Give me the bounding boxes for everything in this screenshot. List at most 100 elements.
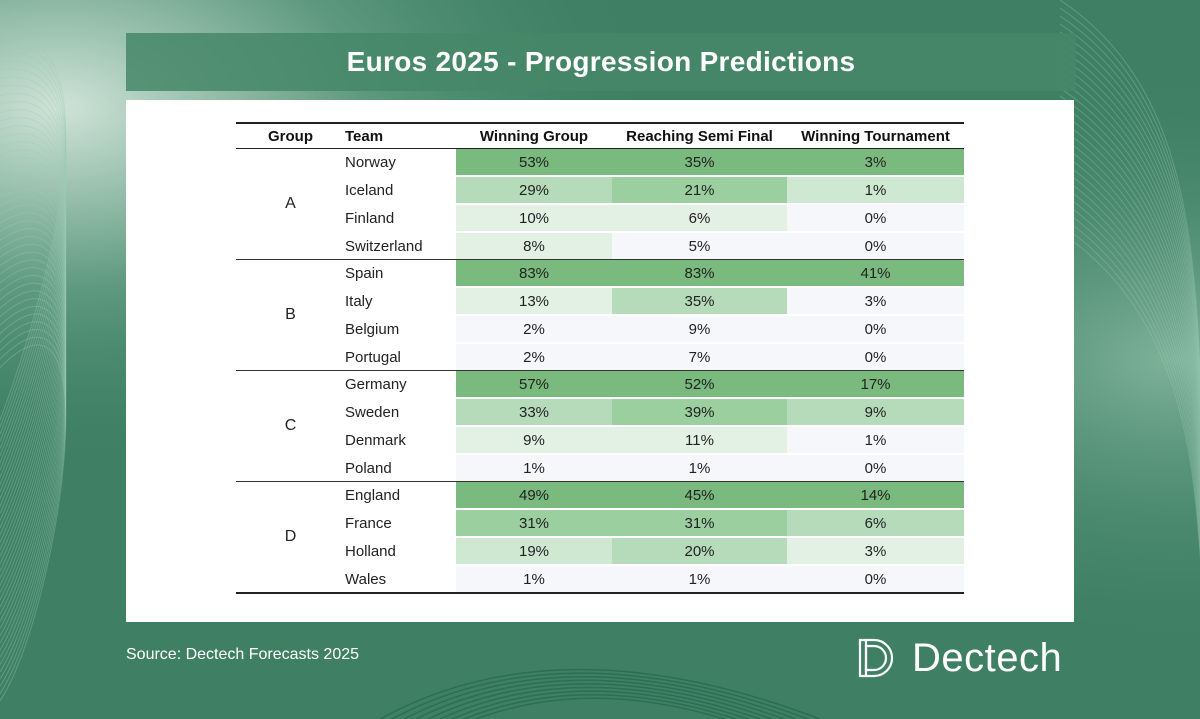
wave-line xyxy=(1059,7,1200,381)
wave-line xyxy=(1059,119,1200,471)
cell-winning-group: 10% xyxy=(456,204,612,233)
column-header-winning-group: Winning Group xyxy=(456,122,612,149)
team-name: Germany xyxy=(345,370,456,399)
table-row: Iceland 29% 21% 1% xyxy=(236,176,964,205)
table-row: Holland 19% 20% 3% xyxy=(236,537,964,566)
cell-semi-final: 11% xyxy=(612,426,787,455)
wave-line xyxy=(0,117,67,493)
wave-line xyxy=(1059,207,1200,541)
wave-line xyxy=(0,85,67,464)
wave-line xyxy=(0,298,67,658)
wave-line xyxy=(1059,39,1200,407)
wave-line xyxy=(1059,167,1200,509)
brand-name: Dectech xyxy=(912,635,1063,680)
wave-line xyxy=(0,149,67,522)
wave-line xyxy=(1059,143,1200,490)
table-header-row: Group Team Winning Group Reaching Semi F… xyxy=(236,122,964,149)
team-name: Sweden xyxy=(345,398,456,427)
wave-line xyxy=(1059,23,1200,394)
table-row: Switzerland 8% 5% 0% xyxy=(236,232,964,260)
cell-winning-group: 57% xyxy=(456,370,612,399)
wave-line xyxy=(1059,159,1200,503)
wave-line xyxy=(1059,111,1200,464)
cell-winning-tournament: 0% xyxy=(787,343,964,371)
wave-line xyxy=(0,125,67,500)
cell-winning-group: 9% xyxy=(456,426,612,455)
wave-line xyxy=(1059,127,1200,477)
wave-line xyxy=(391,672,809,719)
wave-line xyxy=(0,133,67,507)
wave-line xyxy=(1059,95,1200,452)
wave-line xyxy=(1059,71,1200,432)
table-row: Portugal 2% 7% 0% xyxy=(236,343,964,371)
team-name: Portugal xyxy=(345,343,456,371)
cell-winning-tournament: 3% xyxy=(787,287,964,316)
wave-line xyxy=(0,306,67,666)
wave-line xyxy=(0,173,67,543)
wave-line xyxy=(403,676,797,719)
cell-winning-group: 49% xyxy=(456,481,612,510)
cell-winning-group: 83% xyxy=(456,259,612,288)
wave-line xyxy=(1059,55,1200,420)
wave-line xyxy=(0,43,67,428)
wave-line xyxy=(0,60,67,442)
column-header-group: Group xyxy=(236,122,345,149)
column-header-winning-tournament: Winning Tournament xyxy=(787,122,964,149)
wave-line xyxy=(0,196,67,565)
wave-line xyxy=(379,668,821,719)
wave-line xyxy=(1059,47,1200,413)
wave-line xyxy=(1059,175,1200,516)
cell-winning-group: 1% xyxy=(456,454,612,482)
cell-semi-final: 6% xyxy=(612,204,787,233)
cell-winning-group: 19% xyxy=(456,537,612,566)
wave-line xyxy=(1059,191,1200,528)
wave-line xyxy=(1059,135,1200,484)
cell-winning-tournament: 6% xyxy=(787,509,964,538)
wave-line xyxy=(0,141,67,514)
cell-semi-final: 5% xyxy=(612,232,787,260)
cell-winning-tournament: 9% xyxy=(787,398,964,427)
table-row: C Germany 57% 52% 17% xyxy=(236,370,964,482)
table-row: D England 49% 45% 14% xyxy=(236,481,964,594)
cell-semi-final: 45% xyxy=(612,481,787,510)
cell-semi-final: 31% xyxy=(612,509,787,538)
team-name: Poland xyxy=(345,454,456,482)
wave-line xyxy=(0,313,67,673)
wave-line xyxy=(0,259,67,622)
wave-line xyxy=(0,204,67,572)
cell-semi-final: 9% xyxy=(612,315,787,344)
wave-line xyxy=(1059,199,1200,535)
wave-line xyxy=(1059,215,1200,548)
wave-line xyxy=(427,683,773,719)
title-banner: Euros 2025 - Progression Predictions xyxy=(126,33,1076,91)
cell-winning-group: 13% xyxy=(456,287,612,316)
cell-winning-group: 29% xyxy=(456,176,612,205)
dectech-logo: Dectech xyxy=(858,636,1062,680)
wave-line xyxy=(0,35,67,421)
team-name: Iceland xyxy=(345,176,456,205)
cell-winning-tournament: 3% xyxy=(787,537,964,566)
team-name: Italy xyxy=(345,287,456,316)
wave-line xyxy=(0,189,67,558)
team-name: Denmark xyxy=(345,426,456,455)
wave-line xyxy=(0,181,67,550)
table-row: Poland 1% 1% 0% xyxy=(236,454,964,482)
wave-line xyxy=(0,157,67,529)
cell-semi-final: 83% xyxy=(612,259,787,288)
cell-winning-tournament: 17% xyxy=(787,370,964,399)
team-name: England xyxy=(345,481,456,510)
wave-line xyxy=(0,109,67,485)
cell-semi-final: 39% xyxy=(612,398,787,427)
wave-line xyxy=(1059,79,1200,439)
team-name: Norway xyxy=(345,148,456,177)
table-panel: Group Team Winning Group Reaching Semi F… xyxy=(126,100,1074,622)
source-note: Source: Dectech Forecasts 2025 xyxy=(126,646,360,663)
cell-semi-final: 21% xyxy=(612,176,787,205)
wave-line xyxy=(475,697,725,719)
wave-line xyxy=(439,686,761,719)
cell-winning-tournament: 41% xyxy=(787,259,964,288)
team-name: France xyxy=(345,509,456,538)
table-row: Italy 13% 35% 3% xyxy=(236,287,964,316)
wave-line xyxy=(0,165,67,536)
cell-semi-final: 20% xyxy=(612,537,787,566)
